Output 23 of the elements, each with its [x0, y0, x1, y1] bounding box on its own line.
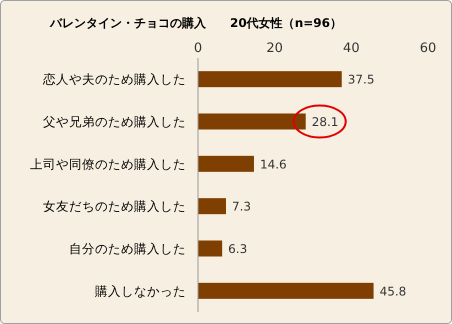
x-tick-label: 20 [266, 41, 283, 56]
data-label: 14.6 [260, 157, 287, 172]
x-tick-label: 60 [420, 41, 436, 56]
bar [198, 198, 226, 214]
x-tick-label: 0 [194, 41, 202, 56]
data-label: 45.8 [380, 284, 406, 298]
bar [198, 71, 342, 88]
bar [198, 282, 374, 299]
data-label: 6.3 [228, 242, 248, 256]
y-tick-label: 女友だちのため購入した [43, 198, 186, 214]
y-tick-label: 父や兄弟のため購入した [43, 114, 186, 129]
y-tick-label: 上司や同僚のため購入した [30, 156, 186, 172]
data-label: 37.5 [348, 72, 374, 87]
bar [198, 114, 306, 130]
data-label: 28.1 [312, 115, 338, 129]
chart-title: バレンタイン・チョコの購入 20代女性（n=96） [49, 16, 342, 30]
bar [198, 156, 254, 172]
y-tick-label: 恋人や夫のため購入した [42, 72, 186, 87]
y-tick-label: 購入しなかった [95, 283, 186, 298]
bar [198, 240, 222, 256]
y-tick-label: 自分のため購入した [69, 241, 186, 256]
data-label: 7.3 [232, 200, 252, 214]
x-tick-label: 40 [343, 41, 360, 56]
